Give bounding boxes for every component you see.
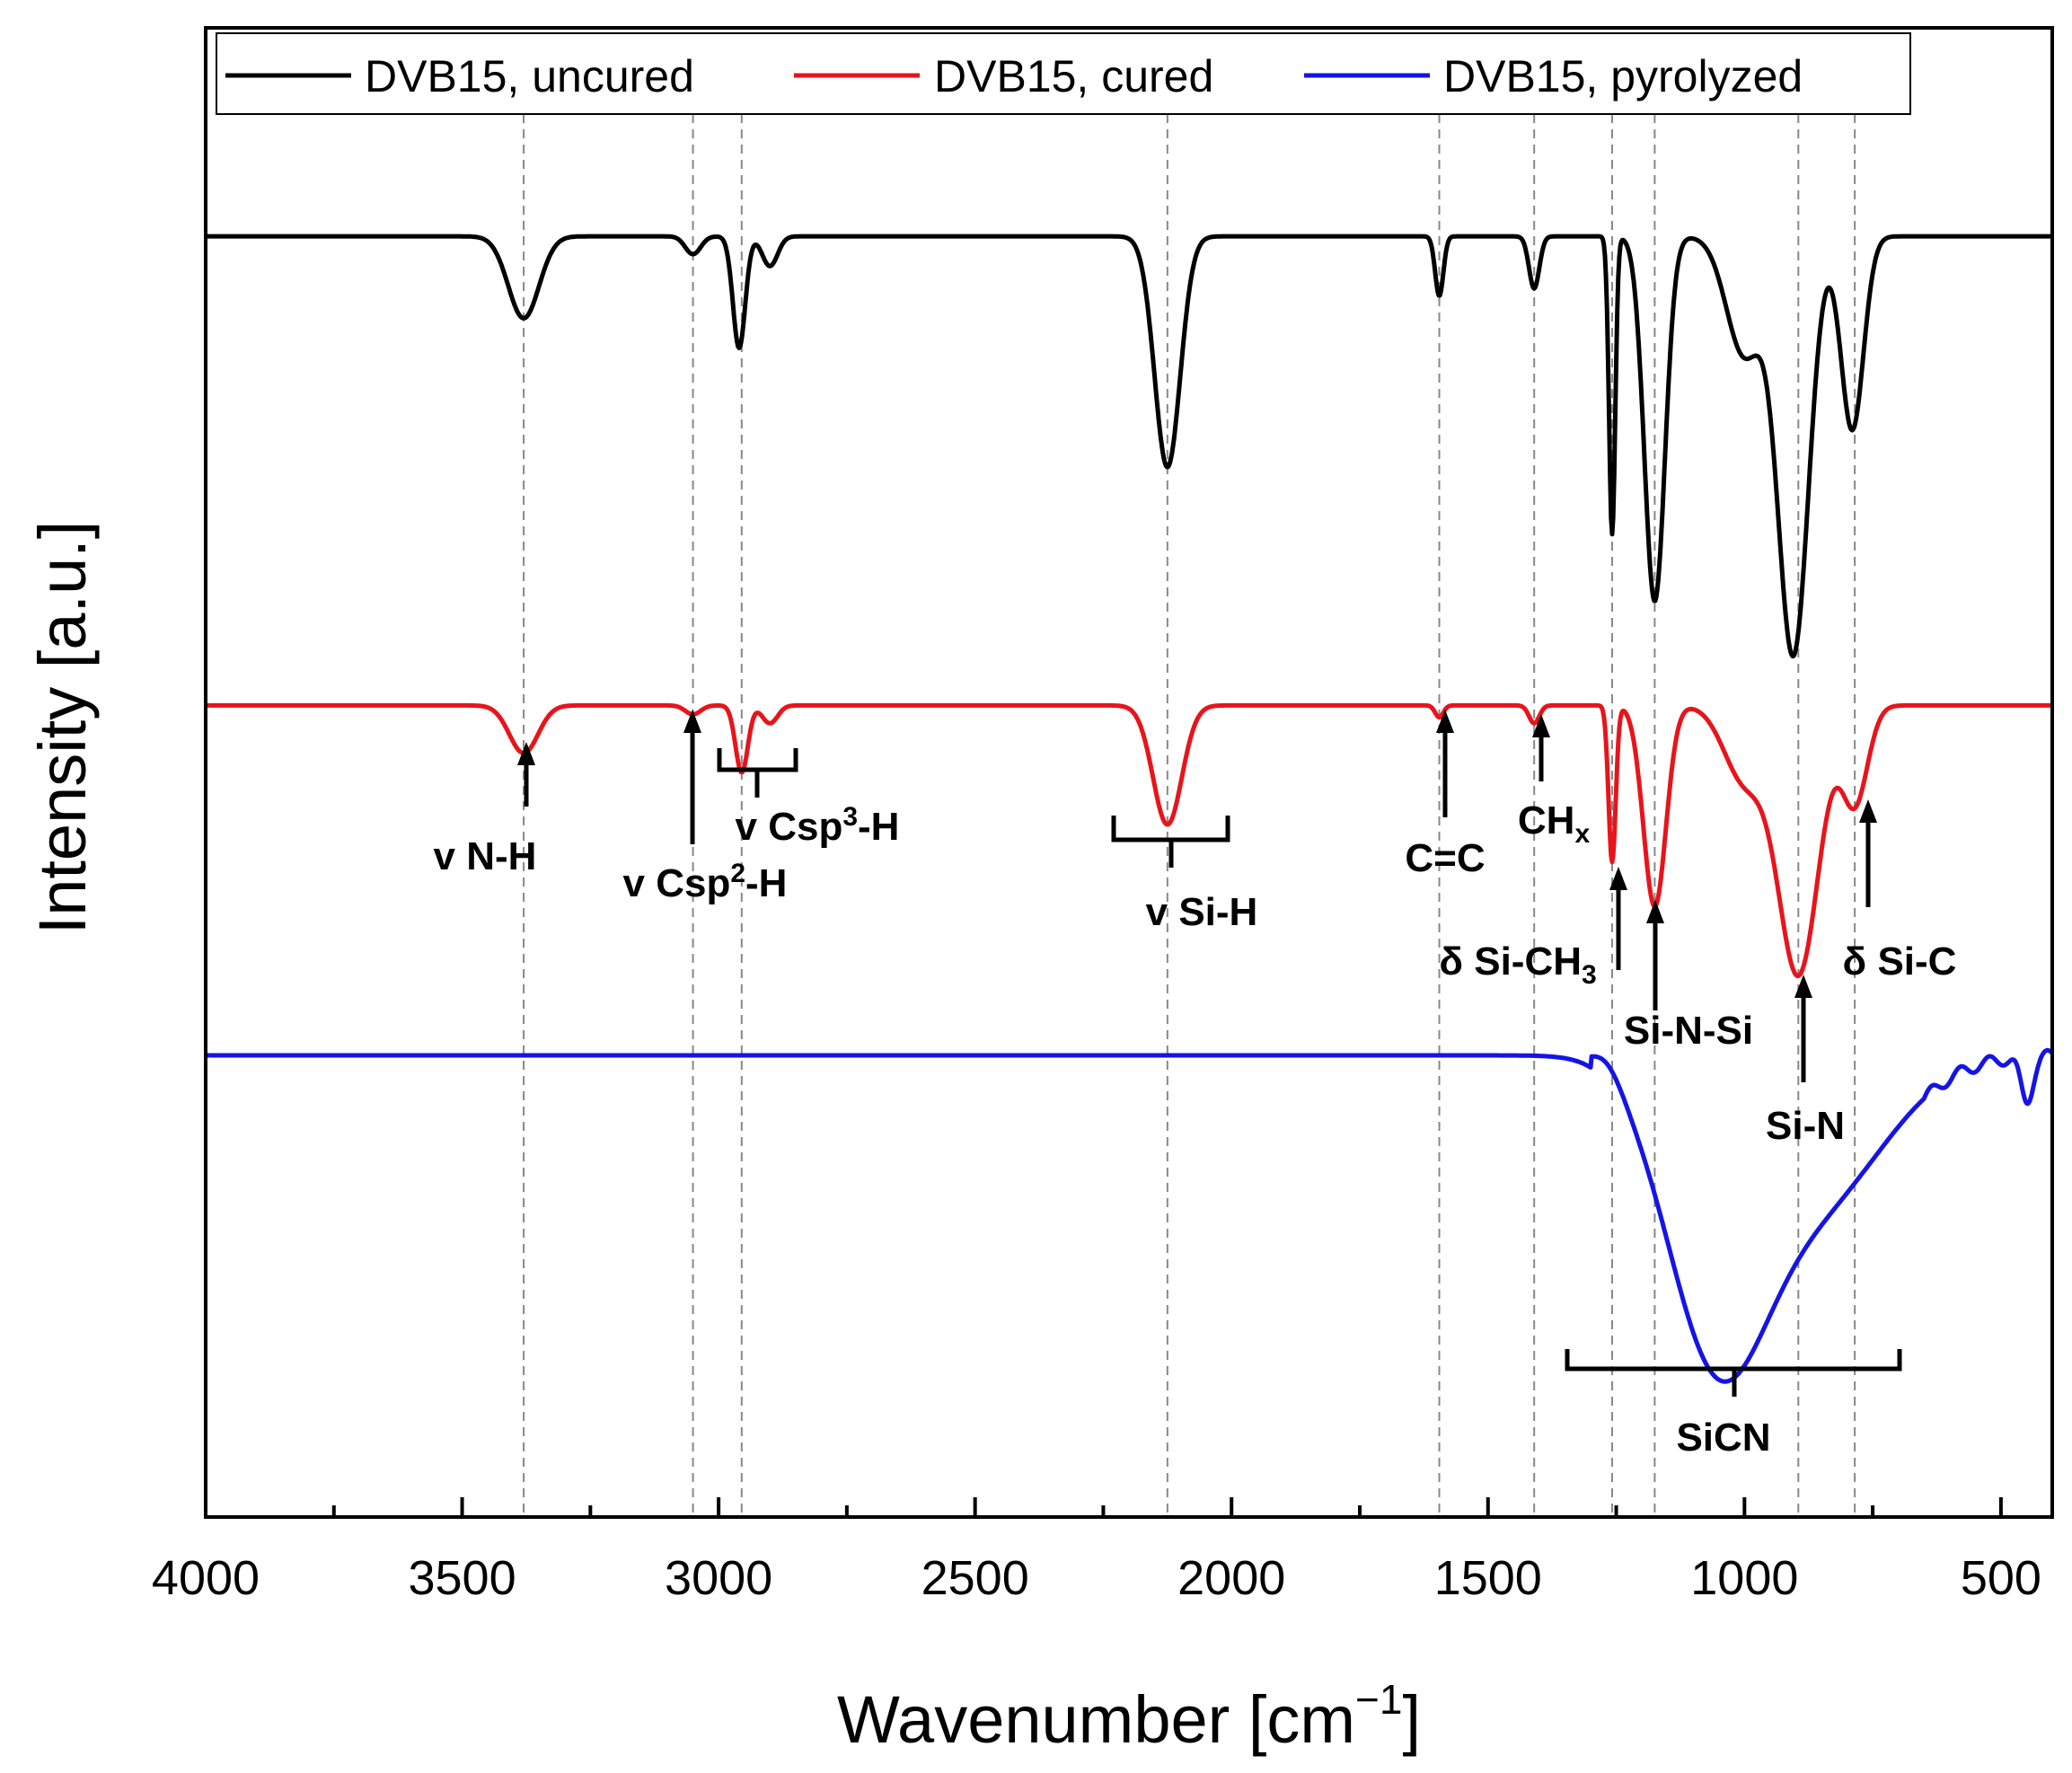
- legend-label-cured: DVB15, cured: [934, 51, 1213, 101]
- label-sicn: SiCN: [1676, 1416, 1770, 1460]
- x-axis-ticks: 4000 3500 3000 2500 2000 1500 1000 500: [152, 1497, 2041, 1605]
- series-line-1: [206, 702, 2052, 979]
- label-delta-sic: δ Si-C: [1843, 939, 1957, 984]
- x-tick-label: 2500: [921, 1551, 1029, 1605]
- y-axis-title: Intensity [a.u.]: [25, 521, 100, 935]
- x-tick-label: 500: [1961, 1551, 2041, 1605]
- arrowhead-nh: [517, 742, 535, 765]
- label-chx: CHx: [1518, 798, 1591, 849]
- x-tick-label: 1000: [1690, 1551, 1798, 1605]
- legend-label-uncured: DVB15, uncured: [365, 51, 694, 101]
- x-tick-label: 3000: [665, 1551, 772, 1605]
- legend: DVB15, uncured DVB15, cured DVB15, pyrol…: [216, 32, 1911, 115]
- arrowhead-sic: [1859, 799, 1877, 823]
- label-v-nh: v N-H: [434, 834, 537, 878]
- x-tick-label: 1500: [1434, 1551, 1542, 1605]
- spectra: [206, 234, 2052, 1384]
- legend-label-pyrolyzed: DVB15, pyrolyzed: [1443, 51, 1803, 101]
- bracket-sicn: [1565, 1349, 1902, 1372]
- plot-frame: [204, 26, 2054, 1519]
- bracket-csp3: [717, 748, 798, 772]
- label-si-n-si: Si-N-Si: [1624, 1009, 1753, 1053]
- arrowhead-cc: [1436, 710, 1454, 733]
- arrowhead-sin: [1794, 975, 1812, 998]
- arrowhead-sinsi: [1646, 900, 1664, 923]
- label-v-sih: v Si-H: [1146, 890, 1258, 934]
- label-si-n: Si-N: [1766, 1104, 1845, 1148]
- arrowhead-sich3: [1609, 867, 1627, 890]
- series-line-2: [206, 1047, 2052, 1384]
- arrow-heads: [517, 710, 1877, 998]
- x-tick-label: 2000: [1177, 1551, 1285, 1605]
- x-tick-label: 4000: [152, 1551, 260, 1605]
- label-delta-sich3: δ Si-CH3: [1439, 939, 1596, 990]
- label-cc: C=C: [1405, 836, 1485, 880]
- x-tick-label: 3500: [408, 1551, 516, 1605]
- arrowhead-csp2: [683, 710, 701, 733]
- x-axis-title: Wavenumber [cm−1]: [837, 1676, 1421, 1757]
- series-line-0: [206, 234, 2052, 659]
- reference-lines: [523, 114, 1856, 1517]
- label-v-csp2-h: v Csp2-H: [623, 859, 788, 905]
- arrowhead-chx: [1532, 714, 1550, 737]
- legend-box: [216, 32, 1911, 115]
- label-v-csp3-h: v Csp3-H: [736, 802, 900, 849]
